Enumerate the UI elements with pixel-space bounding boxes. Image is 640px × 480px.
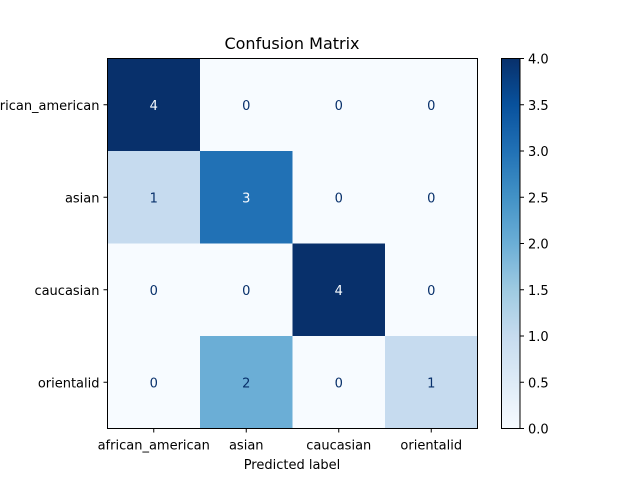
matrix-plot-area: 4 0 0 0 1 3 0 0 0 0 4 0 0 2 0 1 (107, 58, 478, 429)
cell-value-label: 3 (242, 191, 250, 206)
x-tick-label: asian (229, 439, 264, 454)
cell-value-label: 0 (427, 191, 435, 206)
y-tick-label: african_american (0, 99, 100, 114)
cell-value-label: 4 (150, 99, 158, 114)
cell-value-label: 4 (335, 284, 343, 299)
colorbar-tick-label: 3.0 (528, 145, 549, 160)
cell-value-label: 0 (242, 99, 250, 114)
colorbar-tick-label: 3.5 (528, 99, 549, 114)
colorbar-gradient (501, 58, 521, 429)
x-tick-label: orientalid (400, 439, 462, 454)
x-tick-label: african_american (98, 439, 210, 454)
colorbar-tick-label: 2.0 (528, 238, 549, 253)
y-tick-label: asian (65, 191, 100, 206)
matrix-cell (107, 336, 201, 429)
matrix-cell (292, 58, 386, 152)
matrix-cell (200, 151, 293, 244)
cell-value-label: 0 (150, 284, 158, 299)
matrix-cell (200, 58, 293, 152)
cell-value-label: 1 (150, 191, 158, 206)
y-tick-label: orientalid (38, 376, 100, 391)
colorbar-tick-label: 0.5 (528, 376, 549, 391)
colorbar: 0.0 0.5 1.0 1.5 2.0 2.5 3.0 3.5 4.0 (501, 53, 549, 438)
x-tick-label: caucasian (306, 439, 371, 454)
cell-value-label: 0 (427, 284, 435, 299)
cell-value-label: 0 (150, 376, 158, 391)
matrix-cell (200, 243, 293, 337)
colorbar-tick-label: 1.0 (528, 330, 549, 345)
cell-value-label: 0 (427, 99, 435, 114)
chart-title: Confusion Matrix (224, 34, 359, 53)
matrix-cell (385, 151, 478, 244)
matrix-cell (107, 58, 201, 152)
matrix-cell (200, 336, 293, 429)
matrix-cell (292, 151, 386, 244)
cell-value-label: 0 (335, 191, 343, 206)
cell-value-label: 0 (335, 376, 343, 391)
colorbar-tick-label: 2.5 (528, 191, 549, 206)
matrix-cell (107, 151, 201, 244)
matrix-cell (107, 243, 201, 337)
matrix-cell (292, 243, 386, 337)
cell-value-label: 0 (335, 99, 343, 114)
colorbar-tick-label: 0.0 (528, 423, 549, 438)
colorbar-tick-label: 1.5 (528, 284, 549, 299)
cell-value-label: 2 (242, 376, 250, 391)
cell-value-label: 0 (242, 284, 250, 299)
matrix-cell (385, 58, 478, 152)
y-tick-label: caucasian (34, 284, 99, 299)
cell-value-label: 1 (427, 376, 435, 391)
matrix-cell (385, 336, 478, 429)
matrix-cell (292, 336, 386, 429)
matrix-frame (107, 58, 478, 429)
x-axis-ticks: african_american asian caucasian orientalid (98, 428, 462, 454)
colorbar-tick-label: 4.0 (528, 53, 549, 68)
x-axis-label: Predicted label (244, 458, 341, 473)
matrix-cell (385, 243, 478, 337)
